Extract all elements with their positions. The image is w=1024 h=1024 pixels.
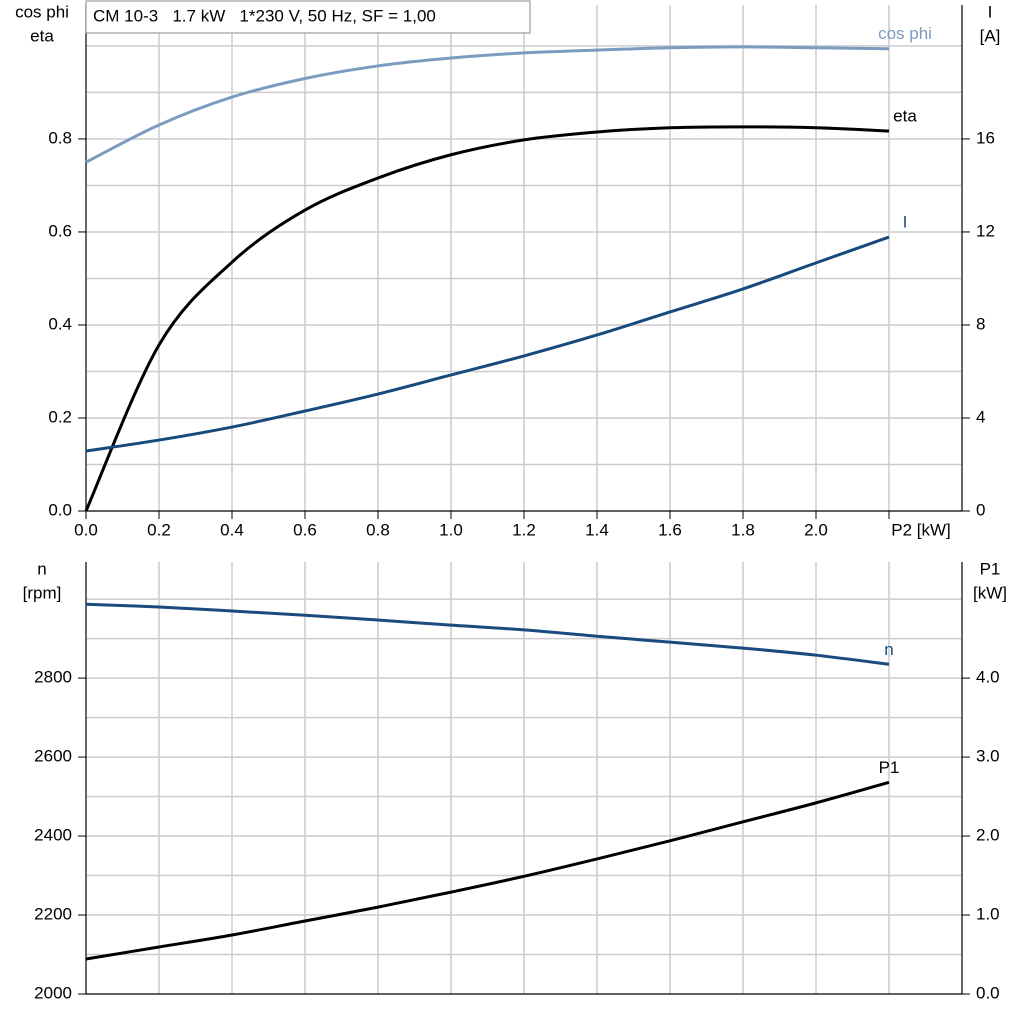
y2-tick-label: 12 [976, 221, 995, 240]
series-label: P1 [879, 758, 900, 777]
x-tick-label: 0.2 [147, 520, 171, 539]
y2-axis-label: P1 [980, 559, 1001, 578]
x-tick-label: P2 [kW] [891, 520, 951, 539]
series-label: n [884, 640, 893, 659]
y-tick-label: 2400 [34, 826, 72, 845]
y2-axis-label: [A] [980, 26, 1001, 45]
series-label: I [903, 213, 908, 232]
series-line [85, 602, 890, 666]
y2-tick-label: 4 [976, 407, 985, 426]
y2-axis-label: I [988, 2, 993, 21]
series-label: cos phi [878, 24, 932, 43]
y2-axis-label: [kW] [973, 583, 1007, 602]
x-tick-label: 0.6 [293, 520, 317, 539]
y2-tick-label: 4.0 [976, 668, 1000, 687]
series-label: eta [893, 107, 917, 126]
y-tick-label: 0.4 [48, 314, 72, 333]
y-tick-label: 0.0 [48, 500, 72, 519]
y-axis-label: n [37, 559, 46, 578]
y-axis-label: [rpm] [23, 583, 62, 602]
series-line [85, 235, 890, 453]
x-tick-label: 2.0 [804, 520, 828, 539]
x-tick-label: 0.0 [74, 520, 98, 539]
y-axis-label: cos phi [15, 2, 69, 21]
y-tick-label: 0.6 [48, 221, 72, 240]
series-line [85, 45, 890, 164]
y-tick-label: 0.8 [48, 128, 72, 147]
y-tick-label: 2800 [34, 668, 72, 687]
x-tick-label: 1.2 [512, 520, 536, 539]
y-tick-label: 2000 [34, 983, 72, 1002]
series-line [85, 780, 890, 961]
y2-tick-label: 16 [976, 128, 995, 147]
x-tick-label: 1.6 [658, 520, 682, 539]
y2-tick-label: 2.0 [976, 826, 1000, 845]
y2-tick-label: 0.0 [976, 983, 1000, 1002]
x-tick-label: 1.0 [439, 520, 463, 539]
x-tick-label: 1.4 [585, 520, 609, 539]
y-axis-label: eta [30, 26, 54, 45]
y-tick-label: 0.2 [48, 407, 72, 426]
x-tick-label: 1.8 [731, 520, 755, 539]
y-tick-label: 2600 [34, 747, 72, 766]
y2-tick-label: 1.0 [976, 905, 1000, 924]
y2-tick-label: 8 [976, 314, 985, 333]
series-line [84, 125, 890, 512]
y-tick-label: 2200 [34, 905, 72, 924]
x-tick-label: 0.8 [366, 520, 390, 539]
y2-tick-label: 3.0 [976, 747, 1000, 766]
chart-title: CM 10-3 1.7 kW 1*230 V, 50 Hz, SF = 1,00 [93, 6, 436, 25]
y2-tick-label: 0 [976, 500, 985, 519]
x-tick-label: 0.4 [220, 520, 244, 539]
title-box [85, 0, 531, 34]
